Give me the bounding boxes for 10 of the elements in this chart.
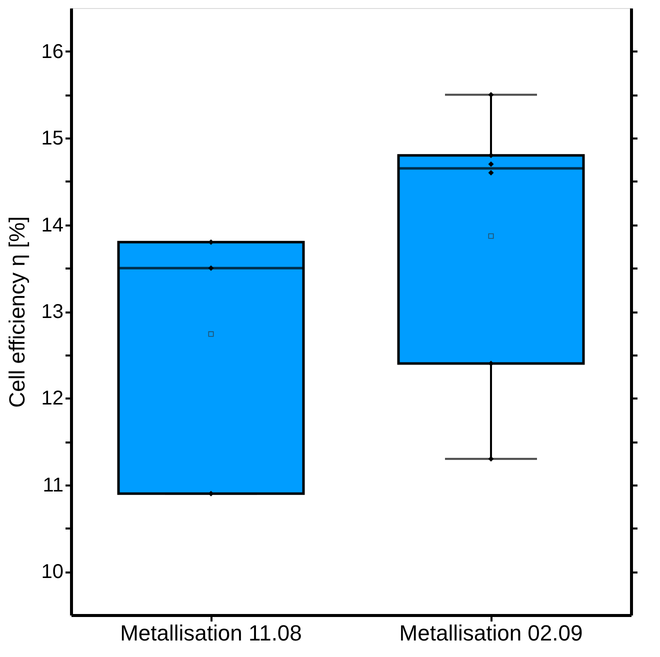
y-tick-label: 16 bbox=[41, 40, 64, 63]
x-tick-label: Metallisation 02.09 bbox=[399, 620, 583, 646]
x-tick-label: Metallisation 11.08 bbox=[120, 620, 302, 646]
y-axis-title: Cell efficiency η [%] bbox=[4, 216, 30, 408]
y-tick-label: 15 bbox=[41, 128, 64, 150]
y-tick-label: 11 bbox=[42, 474, 64, 496]
y-tick-label: 12 bbox=[41, 388, 64, 410]
y-tick-label: 10 bbox=[41, 561, 64, 584]
y-tick-label: 13 bbox=[41, 301, 64, 323]
y-tick-label: 14 bbox=[41, 214, 64, 236]
